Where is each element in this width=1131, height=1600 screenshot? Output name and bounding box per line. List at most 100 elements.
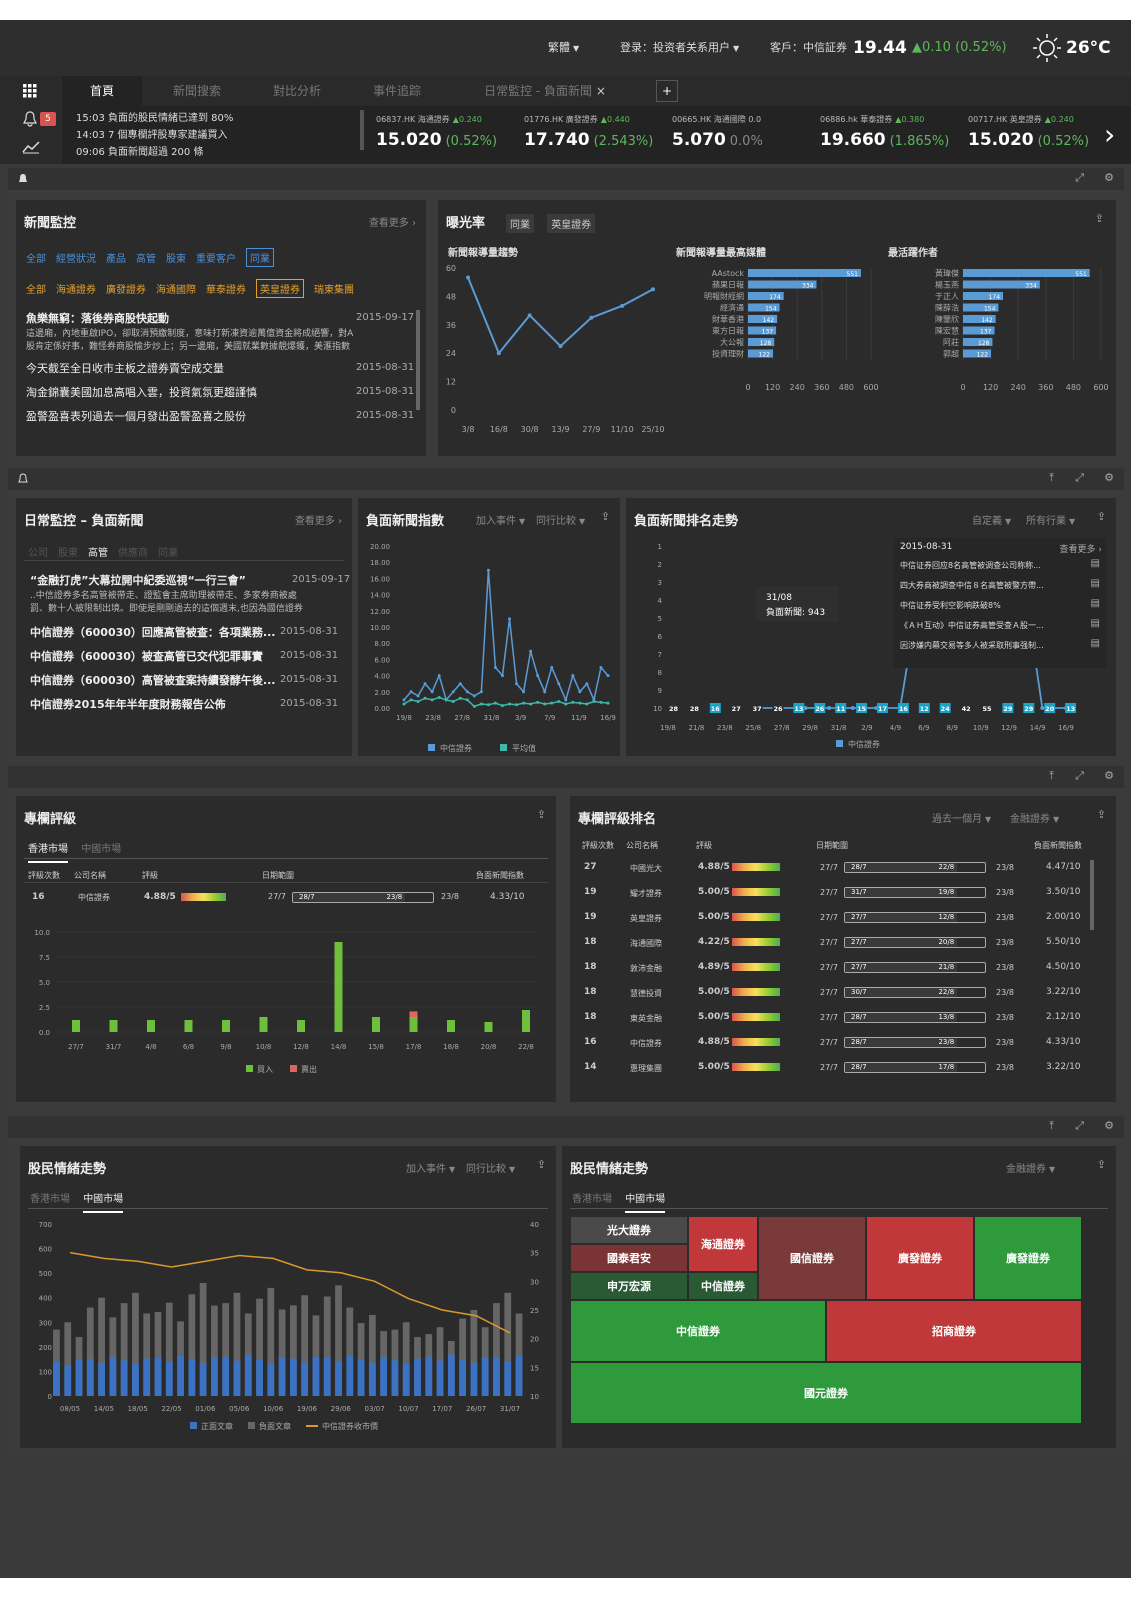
treemap-tile[interactable]: 光大證券 — [570, 1216, 688, 1244]
series-point[interactable] — [444, 698, 448, 702]
view-more-link[interactable]: 查看更多 › — [1059, 545, 1102, 555]
tab-daily-filter[interactable]: 供應商 — [118, 548, 148, 559]
bar-positive[interactable] — [447, 1354, 455, 1396]
bar-negative[interactable] — [199, 1282, 207, 1396]
series-point[interactable] — [522, 701, 526, 705]
filter-company[interactable]: 海通國際 — [156, 285, 196, 296]
rank-point[interactable] — [827, 706, 832, 710]
treemap-tile[interactable]: 中信證券 — [570, 1300, 826, 1362]
filter-topic[interactable]: 股東 — [166, 254, 186, 265]
tab-cn-market[interactable]: 中國市場 — [83, 1190, 124, 1213]
series-point[interactable] — [578, 701, 582, 705]
bar-positive[interactable] — [357, 1359, 365, 1396]
tab-cn-market[interactable]: 中國市場 — [625, 1190, 666, 1213]
series-point[interactable] — [578, 690, 582, 694]
bar-buy[interactable] — [334, 942, 343, 1032]
series-point[interactable] — [465, 698, 469, 702]
bar-negative[interactable] — [64, 1322, 72, 1396]
bar-buy[interactable] — [409, 1017, 418, 1032]
bar-positive[interactable] — [278, 1357, 286, 1396]
date-range-bar[interactable]: 28/7 23/8 — [292, 892, 434, 903]
series-point[interactable] — [451, 690, 455, 694]
quote-card[interactable]: 00717.HK 英皇證券 ▲0.240 15.020 (0.52%) — [964, 106, 1110, 164]
rank-point[interactable] — [1040, 706, 1045, 710]
export-icon[interactable]: ⇪ — [536, 808, 546, 821]
bar-negative[interactable] — [267, 1287, 275, 1396]
rank-point[interactable] — [850, 706, 855, 710]
bar[interactable] — [748, 303, 780, 312]
series-point[interactable] — [536, 700, 540, 704]
view-more-link[interactable]: 查看更多 › — [368, 218, 416, 229]
filter-company[interactable]: 英皇證券 — [256, 279, 304, 298]
lead-news-title[interactable]: 魚樂無窮：落後券商股快起動 — [26, 312, 169, 325]
expand-icon[interactable]: ⤢ — [1075, 769, 1084, 782]
bar-negative[interactable] — [154, 1311, 162, 1396]
treemap-tile[interactable]: 國信證券 — [758, 1216, 866, 1300]
bar-buy[interactable] — [184, 1020, 193, 1032]
series-point[interactable] — [430, 698, 434, 702]
export-icon[interactable]: ⇪ — [1094, 212, 1104, 225]
sector-select[interactable]: 金融證券 ▼ — [1010, 814, 1060, 825]
bar-positive[interactable] — [188, 1359, 196, 1396]
date-range-bar[interactable]: 28/7 13/8 — [844, 1012, 986, 1023]
collapse-icon[interactable]: ⤒ — [1049, 471, 1054, 484]
expand-icon[interactable]: ⤢ — [1075, 171, 1084, 184]
series-point[interactable] — [522, 690, 526, 694]
bar-positive[interactable] — [470, 1362, 478, 1396]
bar-positive[interactable] — [335, 1361, 342, 1396]
bar[interactable] — [748, 269, 861, 277]
bar-positive[interactable] — [244, 1354, 252, 1396]
bar-positive[interactable] — [346, 1356, 354, 1396]
bar-positive[interactable] — [301, 1362, 309, 1396]
tab-home[interactable]: 首頁 — [62, 76, 142, 106]
bar-buy[interactable] — [222, 1020, 230, 1032]
add-event-select[interactable]: 加入事件 ▼ — [406, 1164, 456, 1175]
date-range-bar[interactable]: 28/7 23/8 — [844, 1037, 986, 1048]
bar-negative[interactable] — [98, 1297, 105, 1396]
bar-negative[interactable] — [459, 1318, 466, 1396]
tab-news-search[interactable]: 新聞搜索 — [172, 84, 221, 98]
date-range-bar[interactable]: 28/7 17/8 — [844, 1062, 986, 1073]
bar-negative[interactable] — [515, 1313, 523, 1396]
bar-negative[interactable] — [493, 1303, 500, 1396]
gear-icon[interactable]: ⚙ — [1104, 769, 1114, 782]
bar-buy[interactable] — [372, 1017, 380, 1032]
bar-buy[interactable] — [522, 1010, 530, 1032]
series-point[interactable] — [486, 703, 490, 707]
quote-card[interactable]: 00665.HK 海通國際 0.0 5.070 0.0% — [668, 106, 814, 164]
bar-positive[interactable] — [515, 1356, 523, 1396]
bar-positive[interactable] — [199, 1362, 207, 1396]
tab-daily-filter[interactable]: 高管 — [88, 548, 108, 559]
series-point[interactable] — [493, 666, 497, 669]
add-tab-button[interactable]: + — [656, 80, 678, 102]
bar-positive[interactable] — [504, 1361, 512, 1396]
tab-daily-monitor[interactable]: 日常監控 - 負面新聞 × — [484, 84, 606, 98]
alert-item[interactable]: 09:06 負面新聞超過 200 條 — [76, 147, 204, 158]
gear-icon[interactable]: ⚙ — [1104, 1119, 1114, 1132]
bar-negative[interactable] — [222, 1303, 230, 1396]
series-point[interactable] — [458, 682, 462, 686]
bar[interactable] — [748, 315, 778, 323]
bar-positive[interactable] — [64, 1365, 72, 1396]
bar-negative[interactable] — [368, 1314, 376, 1396]
bar-positive[interactable] — [267, 1363, 275, 1396]
series-point[interactable] — [508, 702, 512, 706]
bar-positive[interactable] — [323, 1357, 331, 1396]
collapse-icon[interactable]: ⤒ — [1049, 1119, 1054, 1132]
bar[interactable] — [963, 338, 993, 346]
bar-buy[interactable] — [72, 1020, 80, 1032]
gear-icon[interactable]: ⚙ — [1104, 171, 1114, 184]
tab-cn-market[interactable]: 中國市場 — [81, 844, 122, 855]
tab-hk-market[interactable]: 香港市場 — [30, 1194, 70, 1205]
bar-positive[interactable] — [109, 1357, 117, 1396]
filter-topic[interactable]: 全部 — [26, 254, 46, 265]
treemap-tile[interactable]: 國泰君安 — [570, 1244, 688, 1272]
bar-sell[interactable] — [409, 1011, 418, 1017]
bar[interactable] — [748, 349, 774, 358]
series-point[interactable] — [550, 701, 554, 705]
document-icon[interactable]: ▤ — [1090, 598, 1100, 609]
lead-news-title[interactable]: “金融打虎”大幕拉開中紀委巡視“一行三會” — [30, 574, 246, 587]
news-item[interactable]: 中信證券（600030）高管被查案持續發酵午後... — [30, 674, 276, 687]
alert-item[interactable]: 15:03 負面的股民情緒已達到 80% — [76, 113, 234, 124]
series-point[interactable] — [599, 666, 603, 669]
